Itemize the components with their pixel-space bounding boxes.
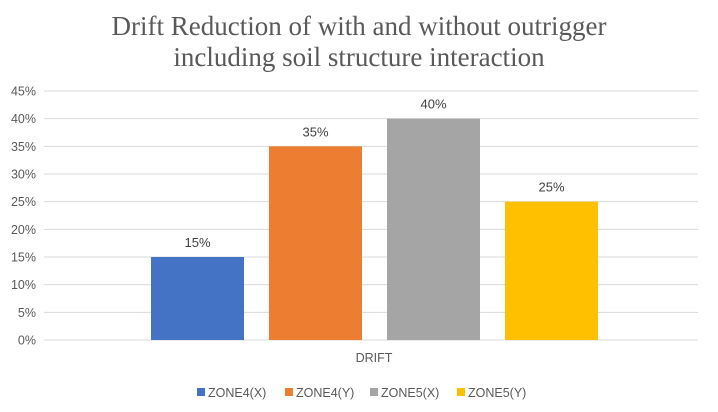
legend-swatch xyxy=(197,388,205,396)
data-label: 40% xyxy=(420,97,446,112)
y-axis-ticks: 0% 5% 10% 15% 20% 25% 30% 35% 40% 45% xyxy=(11,85,36,348)
data-labels: 15% 35% 40% 25% xyxy=(184,97,564,250)
legend-label: ZONE4(X) xyxy=(208,386,266,400)
legend-swatch xyxy=(285,388,293,396)
legend-swatch xyxy=(457,388,465,396)
bars xyxy=(151,118,598,341)
bar xyxy=(151,257,244,340)
y-tick-label: 5% xyxy=(18,306,36,320)
gridlines xyxy=(44,90,698,341)
y-tick-label: 40% xyxy=(11,112,36,126)
data-label: 15% xyxy=(184,235,210,250)
y-tick-label: 30% xyxy=(11,168,36,182)
data-label: 25% xyxy=(538,180,564,195)
y-tick-label: 45% xyxy=(11,85,36,99)
y-tick-label: 0% xyxy=(18,334,36,348)
y-tick-label: 10% xyxy=(11,278,36,292)
y-tick-label: 15% xyxy=(11,251,36,265)
legend-label: ZONE4(Y) xyxy=(296,386,354,400)
y-tick-label: 20% xyxy=(11,223,36,237)
legend: ZONE4(X) ZONE4(Y) ZONE5(X) ZONE5(Y) xyxy=(197,386,526,400)
bar xyxy=(505,201,598,340)
bar xyxy=(387,118,480,341)
y-tick-label: 35% xyxy=(11,140,36,154)
chart-title-line-1: Drift Reduction of with and without outr… xyxy=(112,11,607,41)
x-category-label: DRIFT xyxy=(356,351,393,365)
chart-title-line-2: including soil structure interaction xyxy=(173,42,545,72)
legend-label: ZONE5(X) xyxy=(381,386,439,400)
legend-label: ZONE5(Y) xyxy=(468,386,526,400)
legend-swatch xyxy=(370,388,378,396)
y-tick-label: 25% xyxy=(11,195,36,209)
data-label: 35% xyxy=(302,124,328,139)
bar xyxy=(269,146,362,340)
